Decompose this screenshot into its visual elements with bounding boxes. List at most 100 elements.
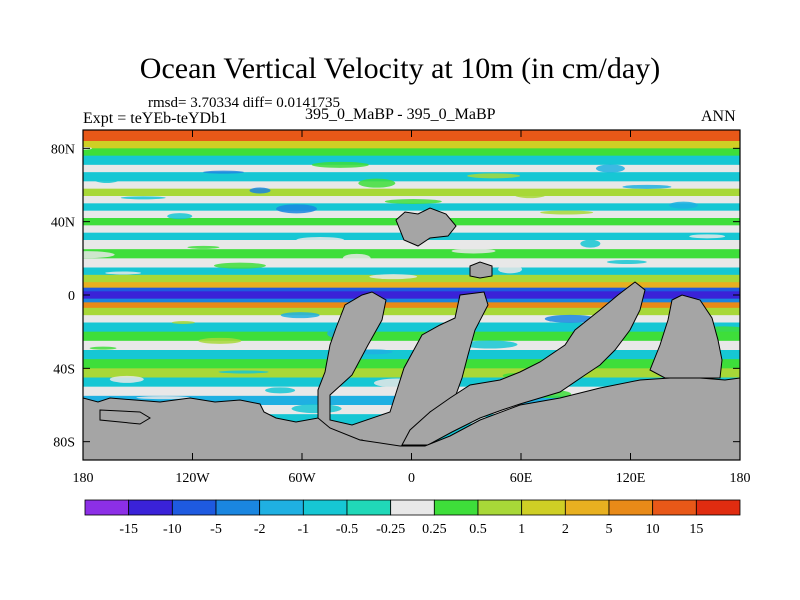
case-label: 395_0_MaBP - 395_0_MaBP	[305, 106, 496, 123]
velocity-band	[83, 141, 740, 149]
velocity-band	[83, 298, 740, 303]
velocity-patch	[462, 340, 518, 349]
colorbar-label: 0.5	[469, 522, 487, 537]
velocity-patch	[187, 245, 220, 249]
colorbar-label: -0.5	[336, 522, 358, 537]
x-tick-label: 180	[730, 471, 751, 486]
velocity-band	[83, 240, 740, 250]
land-mask	[83, 207, 740, 460]
velocity-band	[83, 203, 740, 212]
velocity-band	[83, 291, 740, 296]
velocity-patch	[622, 184, 672, 189]
velocity-patch	[89, 346, 117, 350]
velocity-band	[83, 258, 740, 268]
velocity-band	[83, 340, 740, 351]
velocity-patch	[311, 161, 369, 168]
velocity-band	[83, 302, 740, 309]
colorbar-label: 0.25	[422, 522, 447, 537]
velocity-band	[83, 322, 740, 333]
colorbar-label: -10	[163, 522, 182, 537]
colorbar-swatch	[564, 499, 610, 516]
y-tick-label: 0	[68, 289, 75, 304]
season-label: ANN	[701, 108, 736, 125]
velocity-band	[83, 172, 740, 182]
colorbar-label: -5	[210, 522, 222, 537]
land-antarctica	[83, 377, 740, 460]
velocity-patch	[280, 312, 320, 319]
velocity-patch	[249, 187, 271, 194]
stats-line: rmsd= 3.70334 diff= 0.0141735	[148, 95, 341, 111]
velocity-patch	[580, 239, 601, 248]
colorbar-swatch	[346, 499, 392, 516]
x-tick-label: 60E	[510, 471, 533, 486]
x-tick-label: 0	[408, 471, 415, 486]
colorbar-label: -1	[297, 522, 309, 537]
velocity-patch	[171, 321, 195, 324]
velocity-patch	[296, 237, 345, 243]
land-south-africa-ridge	[401, 281, 646, 446]
velocity-patch	[109, 375, 144, 383]
velocity-patch	[358, 178, 396, 188]
colorbar-swatch	[84, 499, 130, 516]
velocity-band	[83, 315, 740, 323]
colorbar-swatch	[215, 499, 261, 516]
velocity-band	[83, 295, 740, 300]
colorbar-label: 15	[689, 522, 703, 537]
velocity-patch	[105, 271, 142, 275]
colorbar-label: 2	[562, 522, 569, 537]
x-tick-label: 120W	[175, 471, 210, 486]
colorbar-swatch	[521, 499, 566, 516]
velocity-patch	[689, 234, 726, 239]
colorbar-swatch	[390, 499, 435, 516]
y-axis: 80N 40N 0 40S 80S	[51, 142, 740, 451]
velocity-band	[83, 164, 740, 173]
x-tick-label: 60W	[288, 471, 316, 486]
velocity-band	[83, 331, 740, 342]
velocity-patch	[120, 196, 166, 200]
velocity-patch	[198, 337, 242, 344]
velocity-patch	[291, 404, 342, 414]
velocity-band	[83, 249, 740, 259]
velocity-patch	[540, 210, 594, 215]
velocity-band	[83, 267, 740, 276]
experiment-label: Expt = teYEb-teYDb1	[83, 110, 228, 127]
x-axis: 180 120W 60W 0 60E 120E 180	[73, 130, 751, 486]
velocity-band	[83, 282, 740, 289]
colorbar-swatch	[608, 499, 654, 516]
velocity-patch	[513, 190, 547, 199]
y-tick-label: 40S	[53, 362, 75, 377]
land-small-island-2	[99, 409, 151, 425]
y-tick-label: 80N	[51, 142, 75, 157]
colorbar-label: -15	[119, 522, 138, 537]
velocity-patch	[595, 164, 625, 173]
velocity-patch	[668, 201, 698, 209]
land-small-island-1	[469, 261, 493, 279]
velocity-patch	[342, 253, 371, 263]
velocity-patch	[203, 170, 245, 174]
colorbar-label: 1	[518, 522, 525, 537]
colorbar-swatch	[477, 499, 523, 516]
velocity-patch	[606, 260, 647, 264]
velocity-patch	[384, 199, 442, 204]
colorbar-swatch	[259, 499, 304, 516]
x-tick-label: 180	[73, 471, 94, 486]
velocity-band	[83, 155, 740, 166]
velocity-patch	[265, 387, 296, 394]
colorbar: -15 -10 -5 -2 -1 -0.5 -0.25 0.25 0.5 1 2 5 10 15	[84, 499, 741, 537]
velocity-patch	[167, 213, 193, 220]
velocity-patch	[467, 173, 521, 179]
colorbar-label: 5	[606, 522, 613, 537]
velocity-patch	[136, 396, 191, 400]
velocity-band	[83, 181, 740, 190]
velocity-patch	[544, 314, 596, 323]
velocity-band	[83, 274, 740, 283]
y-tick-label: 40N	[51, 216, 75, 231]
land-north-atlantic-islands	[395, 207, 457, 247]
colorbar-swatch	[695, 499, 741, 516]
colorbar-swatch	[652, 499, 697, 516]
velocity-band	[83, 148, 740, 157]
velocity-patch	[369, 274, 418, 280]
velocity-patch	[276, 204, 318, 214]
colorbar-label: 10	[646, 522, 660, 537]
